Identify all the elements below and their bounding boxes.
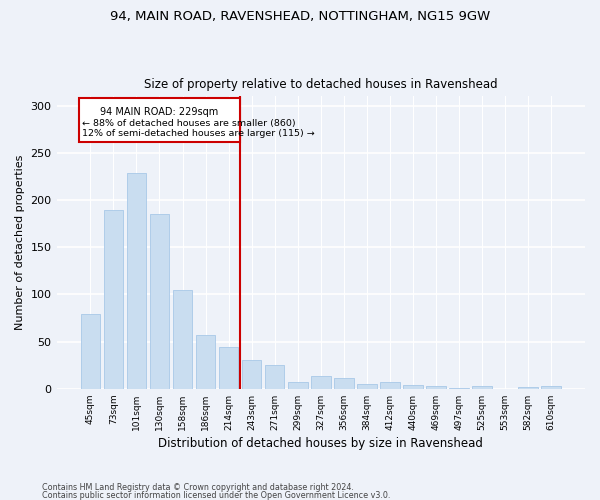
Bar [311,376,331,389]
Bar [80,314,100,389]
Bar [357,384,377,389]
Bar [518,387,538,389]
Text: Contains HM Land Registry data © Crown copyright and database right 2024.: Contains HM Land Registry data © Crown c… [42,484,354,492]
Bar [541,386,561,389]
Bar [104,210,123,389]
Y-axis label: Number of detached properties: Number of detached properties [15,155,25,330]
Text: Contains public sector information licensed under the Open Government Licence v3: Contains public sector information licen… [42,490,391,500]
Bar [449,388,469,389]
Bar [173,290,193,389]
Bar [288,382,308,389]
Bar [334,378,353,389]
Text: 94, MAIN ROAD, RAVENSHEAD, NOTTINGHAM, NG15 9GW: 94, MAIN ROAD, RAVENSHEAD, NOTTINGHAM, N… [110,10,490,23]
Bar [149,214,169,389]
Bar [403,385,423,389]
Bar [242,360,262,389]
Text: ← 88% of detached houses are smaller (860): ← 88% of detached houses are smaller (86… [82,119,296,128]
Bar [219,348,238,389]
Bar [196,335,215,389]
Bar [265,365,284,389]
Text: 94 MAIN ROAD: 229sqm: 94 MAIN ROAD: 229sqm [100,106,218,117]
FancyBboxPatch shape [79,98,240,142]
Bar [380,382,400,389]
Bar [426,386,446,389]
X-axis label: Distribution of detached houses by size in Ravenshead: Distribution of detached houses by size … [158,437,483,450]
Bar [127,173,146,389]
Bar [472,386,492,389]
Title: Size of property relative to detached houses in Ravenshead: Size of property relative to detached ho… [144,78,497,91]
Text: 12% of semi-detached houses are larger (115) →: 12% of semi-detached houses are larger (… [82,130,315,138]
